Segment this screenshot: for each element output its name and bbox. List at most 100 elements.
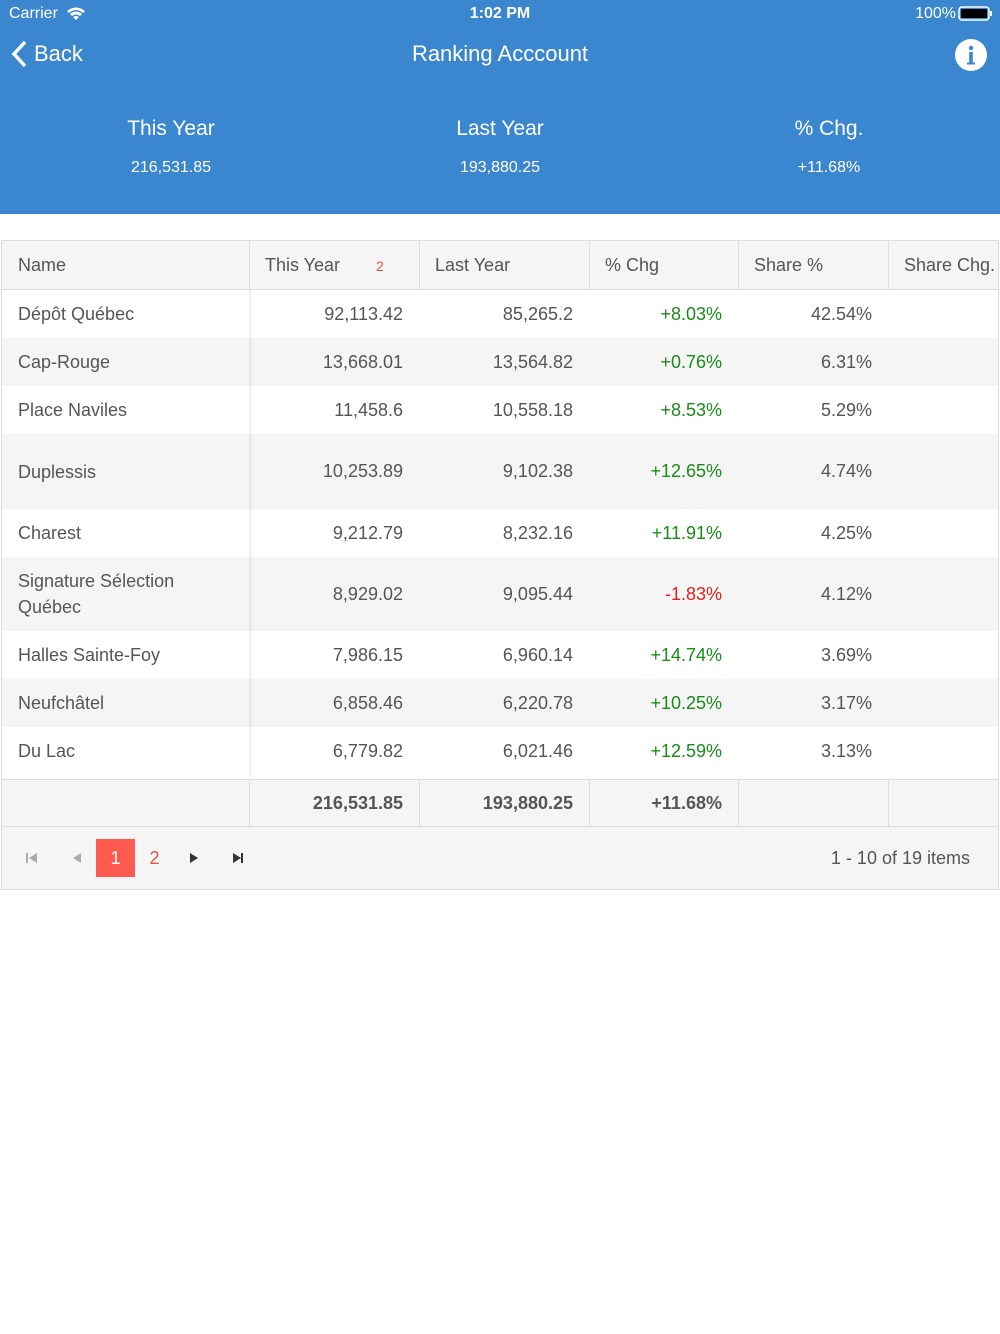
pager-info: 1 - 10 of 19 items (830, 847, 970, 868)
page-button[interactable]: 2 (149, 847, 160, 868)
column-divider (419, 779, 420, 827)
row-bg (2, 557, 998, 631)
table-cell: 42.54% (810, 303, 872, 324)
battery-icon (958, 6, 992, 21)
back-button[interactable]: Back (34, 41, 83, 66)
page-button[interactable]: 1 (96, 839, 135, 877)
wifi-icon (67, 7, 85, 20)
back-chevron[interactable] (10, 40, 28, 68)
table-cell: -0.68 (888, 338, 998, 386)
table-cell: Duplessis (18, 461, 97, 482)
table-cell: -0.04 (888, 679, 998, 727)
table-cell: 3.17% (820, 692, 872, 713)
table-cell: Neufchâtel (18, 693, 105, 713)
table-cell: 6,858.46 (332, 692, 403, 713)
table-cell: -0.15 (888, 386, 998, 434)
table-cell: 13,668.01 (322, 351, 403, 372)
table-cell: Charest (18, 523, 82, 543)
table-cell: 13,564.82 (492, 351, 573, 372)
table-cell: -0.57 (888, 557, 998, 631)
table-cell: 4.74% (820, 461, 872, 481)
info-button[interactable] (954, 38, 988, 72)
summary-value: 216,531.85 (130, 159, 212, 176)
table-cell: +0.03 (888, 727, 998, 775)
column-header[interactable]: This Year (265, 255, 341, 275)
column-divider (888, 241, 889, 290)
table-cell: +10.25% (650, 692, 722, 713)
nav-title: Ranking Acccount (411, 41, 589, 66)
summary-label: % Chg. (794, 117, 864, 140)
table-cell: +12.59% (650, 740, 722, 761)
table-cell: +0.76% (660, 351, 722, 372)
table-cell: Du Lac (18, 741, 76, 761)
table-cell: 3.69% (820, 644, 872, 665)
table-cell: Halles Sainte-Foy (18, 645, 161, 665)
table-cell: +8.53% (660, 399, 722, 420)
column-header[interactable]: Last Year (435, 255, 511, 275)
table-cell: +0.04 (888, 434, 998, 509)
table-cell: 8,929.02 (332, 583, 403, 604)
table-cell: -1.4 (888, 290, 998, 338)
carrier: Carrier (9, 5, 58, 22)
total-cell: 216,531.85 (312, 792, 403, 813)
table-cell: +8.03% (660, 303, 722, 324)
column-header[interactable]: % Chg (605, 255, 660, 275)
table-cell: 92,113.42 (324, 303, 403, 324)
table-cell: 11,458.6 (334, 399, 403, 420)
table-cell: Dépôt Québec (18, 304, 135, 324)
column-divider (589, 779, 590, 827)
pager-bg (2, 827, 998, 889)
table-cell: 6,779.82 (332, 740, 403, 761)
column-divider (888, 779, 889, 827)
table-cell: 7,986.15 (332, 644, 403, 665)
table-cell: 6.31% (820, 351, 872, 372)
data-grid: Name This Year Last Year % Chg Share % Share … (1, 240, 999, 890)
column-divider (419, 241, 420, 290)
table-cell: 4.25% (820, 522, 872, 543)
footer-row-bg (2, 779, 998, 827)
battery-text: 100% (915, 5, 956, 22)
table-cell: 6,021.46 (502, 740, 573, 761)
column-divider (249, 779, 250, 827)
column-header[interactable]: Share Chg. (904, 255, 996, 275)
table-cell: 9,102.38 (502, 461, 573, 481)
table-cell: 4.12% (820, 583, 872, 604)
table-cell: 3.13% (820, 740, 872, 761)
table-cell: 85,265.2 (502, 303, 573, 324)
pager-arrows (2, 827, 262, 889)
header-row-bg (2, 241, 998, 290)
column-header[interactable]: Share % (754, 255, 824, 275)
table-cell: +11.91% (651, 522, 722, 543)
table-cell: +0. (888, 631, 998, 679)
header: Carrier 1:02 PM 100% Back Ranking Acccou… (0, 0, 1000, 214)
column-divider (738, 779, 739, 827)
table-cell: 6,960.14 (502, 644, 573, 665)
table-cell: -1.83% (664, 583, 722, 604)
column-divider (589, 241, 590, 290)
summary-value: +11.68% (797, 159, 861, 176)
column-divider (738, 241, 739, 290)
column-header[interactable]: Name (18, 255, 67, 275)
time: 1:02 PM (469, 5, 531, 22)
sort-indicator: 2 (376, 258, 384, 274)
summary-value: 193,880.25 (459, 159, 541, 176)
total-cell: +11.68% (651, 792, 722, 813)
table-cell: Cap-Rouge (18, 352, 111, 372)
table-cell: 10,558.18 (492, 399, 573, 420)
table-cell: Place Naviles (18, 400, 128, 420)
pager-icons[interactable] (2, 827, 262, 889)
table-cell: 9,212.79 (332, 522, 403, 543)
summary-label: This Year (127, 117, 215, 140)
frozen-shadow (249, 290, 253, 775)
table-cell: 10,253.89 (322, 461, 403, 481)
table-cell: 8,232.16 (502, 522, 573, 543)
table-cell: Signature Sélection Québec (18, 571, 175, 617)
table-cell: 9,095.44 (502, 583, 573, 604)
column-divider (249, 241, 250, 290)
summary-label: Last Year (456, 117, 544, 140)
table-cell: 6,220.78 (502, 692, 573, 713)
table-cell: +14.74% (650, 644, 722, 665)
table-cell: +12.65% (650, 461, 722, 481)
row-bg (2, 679, 998, 727)
